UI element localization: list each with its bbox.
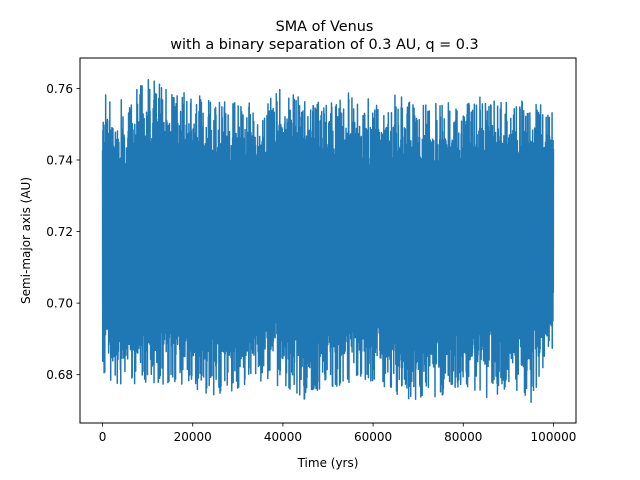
chart-subtitle: with a binary separation of 0.3 AU, q = …: [170, 37, 478, 53]
x-tick-label: 100000: [531, 430, 577, 444]
y-axis-label: Semi-major axis (AU): [19, 177, 33, 304]
series-line-sma: [101, 79, 555, 403]
axes-frame: [79, 57, 577, 424]
series-layer: [101, 79, 555, 403]
y-axis: 0.68 0.70 0.72 0.74 0.76: [46, 82, 80, 382]
x-tick-label: 0: [99, 430, 107, 444]
chart-title: SMA of Venus: [276, 19, 374, 35]
x-tick-label: 60000: [354, 430, 392, 444]
y-tick-label: 0.74: [46, 153, 73, 167]
x-axis-label: Time (yrs): [297, 456, 359, 470]
x-axis: 0 20000 40000 60000 80000 100000: [99, 423, 577, 444]
x-tick-label: 20000: [174, 430, 212, 444]
x-tick-label: 40000: [264, 430, 302, 444]
y-tick-label: 0.72: [46, 225, 73, 239]
plot-area: [79, 57, 577, 424]
y-tick-label: 0.76: [46, 82, 73, 96]
y-tick-label: 0.68: [46, 368, 73, 382]
x-tick-label: 80000: [444, 430, 482, 444]
y-tick-label: 0.70: [46, 297, 73, 311]
